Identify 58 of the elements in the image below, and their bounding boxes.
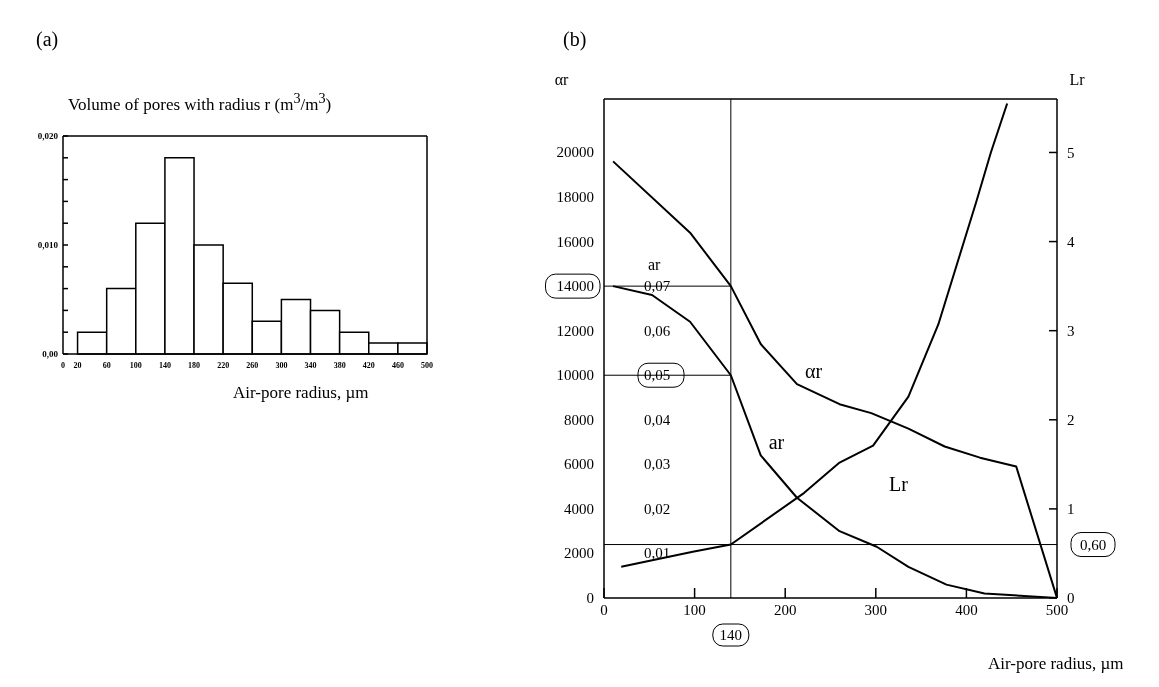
x-tick-label: 20	[73, 361, 82, 370]
x-tick-label: 500	[1045, 601, 1069, 618]
series-label: ar	[768, 431, 785, 454]
x-tick-label: 340	[304, 361, 317, 370]
y2-tick-label: 0	[1067, 590, 1075, 607]
y2-tick-label: 5	[1067, 144, 1075, 161]
y-tick-label: 2000	[564, 545, 594, 562]
y-tick-label: 0,010	[37, 240, 59, 251]
y-tick-label: 20000	[556, 144, 594, 161]
y2-tick-label: 2	[1067, 412, 1075, 429]
x-tick-label: 60	[102, 361, 111, 370]
x-tick-label: 140	[158, 361, 171, 370]
y-tick-label: 8000	[564, 411, 594, 428]
y-tick-label: 12000	[556, 322, 594, 339]
y3-tick-label: 0,01	[644, 545, 671, 562]
x-tick-label: 180	[188, 361, 201, 370]
chart-title: (a)	[36, 28, 59, 51]
x-tick-label: 420	[362, 361, 375, 370]
y-tick-label: 18000	[556, 189, 594, 206]
y-tick-label: 6000	[564, 456, 594, 473]
x-tick-label: 0	[600, 601, 608, 618]
y-tick-label: 0,00	[42, 349, 59, 360]
x-tick-label: 0	[61, 361, 65, 370]
y-tick-label: 16000	[556, 233, 594, 250]
y3-tick-label: 0,06	[644, 322, 671, 339]
y2-tick-label: 3	[1067, 323, 1075, 339]
ref-line-label: 140	[719, 627, 743, 643]
x-tick-label: 220	[217, 361, 230, 370]
y2-tick-label: 1	[1067, 501, 1075, 518]
y-tick-label: 10000	[556, 367, 594, 384]
y3-axis-title: ar	[648, 256, 662, 274]
y2-axis-title: Lr	[1069, 71, 1086, 88]
y-tick-label: 14000	[556, 278, 594, 295]
x-tick-label: 300	[275, 361, 288, 370]
y3-tick-label: 0,04	[644, 411, 671, 428]
x-tick-label: 300	[864, 601, 888, 618]
x-tick-label: 380	[333, 361, 346, 370]
x-tick-label: 100	[683, 601, 706, 618]
x-axis-title: Air-pore radius, µm	[988, 654, 1124, 674]
x-tick-label: 260	[246, 361, 259, 370]
x-tick-label: 400	[955, 601, 978, 618]
series-label: Lr	[889, 472, 909, 495]
series-label: αr	[804, 360, 823, 383]
x-tick-label: 100	[129, 361, 142, 370]
x-tick-label: 500	[421, 361, 433, 370]
y2-tick-label: 4	[1067, 233, 1075, 250]
x-tick-label: 460	[391, 361, 404, 370]
ref-line-label: 0,60	[1079, 536, 1107, 553]
x-axis-title: Air-pore radius, µm	[233, 383, 369, 403]
y3-tick-label: 0,03	[644, 456, 671, 473]
y-tick-label: 0,020	[37, 131, 59, 142]
y-tick-label: 4000	[564, 500, 594, 517]
y-tick-label: 0	[586, 590, 594, 606]
x-tick-label: 200	[773, 601, 797, 618]
chart-title: (b)	[563, 28, 587, 51]
y-axis-title: Volume of pores with radius r (m$^{3}$/m$^{3}$)	[68, 90, 332, 115]
y3-tick-label: 0,02	[644, 500, 671, 517]
y-axis-title: αr	[554, 71, 570, 88]
